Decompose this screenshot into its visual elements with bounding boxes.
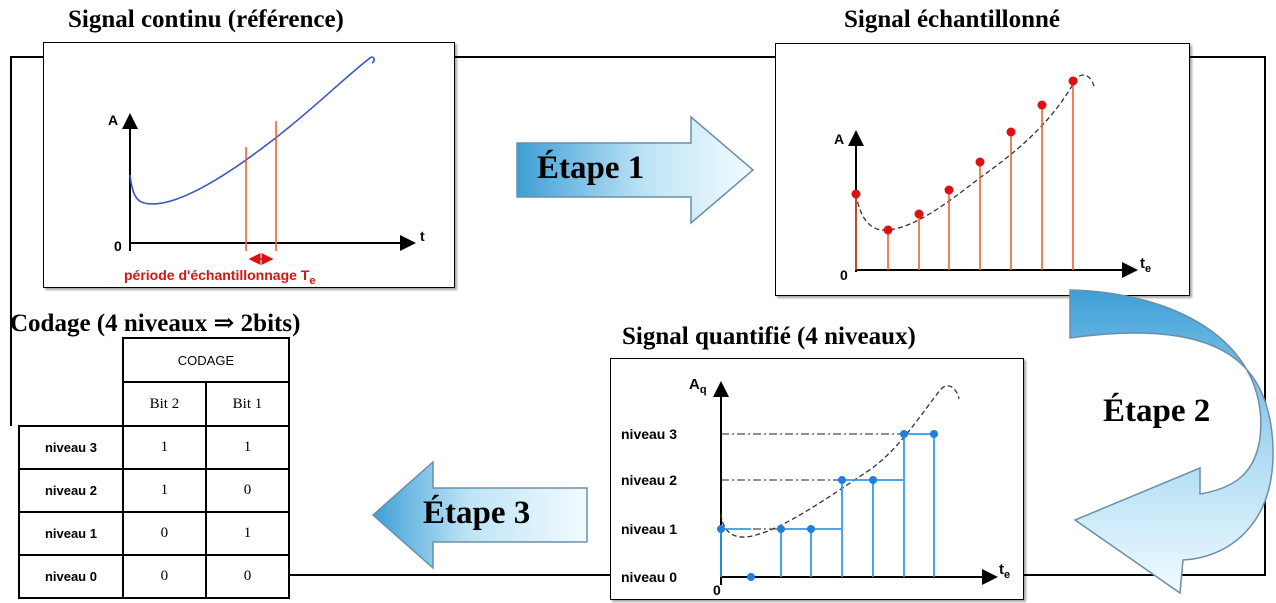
cell-bit1: 1 (204, 511, 291, 556)
quantized-point (777, 525, 785, 533)
origin-label: 0 (713, 582, 721, 598)
sample-points (851, 76, 1078, 235)
continuous-signal-panel: A t 0 période d'échantillonnage Te (43, 42, 455, 288)
sample-point (851, 189, 861, 199)
x-axis-label: te (999, 561, 1010, 581)
level-label-3: niveau 3 (621, 426, 677, 442)
table-row: niveau 2 1 0 (18, 468, 291, 513)
step3-arrow-shape (371, 460, 588, 570)
level-label-2: niveau 2 (621, 472, 677, 488)
continuous-signal-title: Signal continu (référence) (68, 6, 344, 33)
coding-title: Codage (4 niveaux ⇒ 2bits) (10, 310, 301, 337)
y-axis-label: A (834, 131, 844, 147)
x-axis-label: t (420, 228, 425, 244)
column-header-bit1: Bit 1 (204, 381, 291, 427)
sample-point (883, 225, 893, 235)
cell-bit2: 1 (121, 468, 207, 513)
quantized-point (717, 525, 725, 533)
y-axis-label: Aq (689, 376, 707, 396)
step2-arrow-shape (1069, 289, 1274, 595)
step3-arrow: Étape 3 (371, 460, 591, 570)
frame-top-middle (455, 56, 775, 58)
table-corner (19, 382, 123, 426)
sample-point (1068, 76, 1078, 86)
y-axis-label: A (108, 112, 118, 128)
quantized-point (838, 476, 846, 484)
sampled-signal-panel: A te 0 (775, 43, 1190, 296)
sample-point (944, 185, 954, 195)
frame-bottom-left (290, 574, 610, 576)
step2-label: Étape 2 (1103, 393, 1211, 429)
frame-right (1264, 56, 1266, 576)
sample-point (1037, 100, 1047, 110)
step1-label: Étape 1 (537, 150, 645, 186)
origin-label: 0 (114, 238, 122, 254)
table-corner (19, 338, 123, 382)
level-label-0: niveau 0 (621, 569, 677, 585)
sample-stems (855, 81, 1074, 270)
sample-point (975, 157, 985, 167)
quantized-dashed-curve (720, 385, 960, 538)
origin-label: 0 (840, 267, 848, 283)
table-row: niveau 1 0 1 (18, 511, 291, 556)
quantized-point (807, 525, 815, 533)
table-row: niveau 0 0 0 (18, 554, 291, 599)
quantized-point (747, 573, 755, 581)
frame-top-left (10, 56, 43, 58)
step3-label: Étape 3 (423, 495, 531, 531)
cell-bit2: 0 (121, 511, 207, 556)
row-label: niveau 2 (18, 468, 124, 513)
column-header-bit2: Bit 2 (121, 381, 207, 427)
quantized-point (900, 430, 908, 438)
cell-bit1: 1 (204, 425, 291, 470)
step1-arrow: Étape 1 (515, 115, 757, 225)
step1-arrow-shape (516, 115, 755, 225)
period-label: période d'échantillonnage Te (124, 267, 315, 287)
sample-point (914, 209, 924, 219)
frame-top-right (1188, 56, 1266, 58)
cell-bit2: 1 (121, 425, 207, 470)
table-header-codage: CODAGE (121, 337, 291, 383)
frame-left (10, 56, 12, 426)
quantized-stems (720, 433, 935, 577)
row-label: niveau 1 (18, 511, 124, 556)
sampled-dashed-curve (855, 74, 1095, 231)
continuous-curve (129, 56, 375, 205)
cell-bit1: 0 (204, 468, 291, 513)
frame-bottom-right (1022, 574, 1266, 576)
quantized-point (869, 476, 877, 484)
quantized-point (930, 430, 938, 438)
sample-point (1006, 127, 1016, 137)
table-row: niveau 3 1 1 (18, 425, 291, 470)
cell-bit1: 0 (204, 554, 291, 599)
row-label: niveau 3 (18, 425, 124, 470)
level-label-1: niveau 1 (621, 521, 677, 537)
cell-bit2: 0 (121, 554, 207, 599)
x-axis-label: te (1140, 255, 1151, 275)
coding-table: CODAGE Bit 2 Bit 1 niveau 3 1 1 niveau 2… (18, 337, 291, 599)
quantized-points (717, 430, 938, 581)
quantized-signal-panel: niveau 3 niveau 2 niveau 1 niveau 0 Aq t… (610, 358, 1024, 600)
step2-arrow: Étape 2 (1065, 288, 1276, 598)
row-label: niveau 0 (18, 554, 124, 599)
quantized-signal-title: Signal quantifié (4 niveaux) (622, 323, 916, 350)
sampled-signal-title: Signal échantillonné (844, 6, 1061, 33)
